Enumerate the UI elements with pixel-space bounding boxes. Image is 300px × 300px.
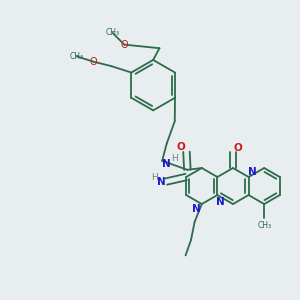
Text: N: N [162,158,171,169]
Text: N: N [248,167,256,177]
Text: H: H [151,172,158,182]
Text: O: O [177,142,185,152]
Text: O: O [233,143,242,153]
Text: N: N [158,176,166,187]
Text: N: N [192,204,201,214]
Text: CH₃: CH₃ [258,221,272,230]
Text: O: O [121,40,128,50]
Text: H: H [171,154,178,163]
Text: CH₃: CH₃ [106,28,120,38]
Text: O: O [90,57,98,67]
Text: CH₃: CH₃ [70,52,84,61]
Text: N: N [216,197,224,207]
